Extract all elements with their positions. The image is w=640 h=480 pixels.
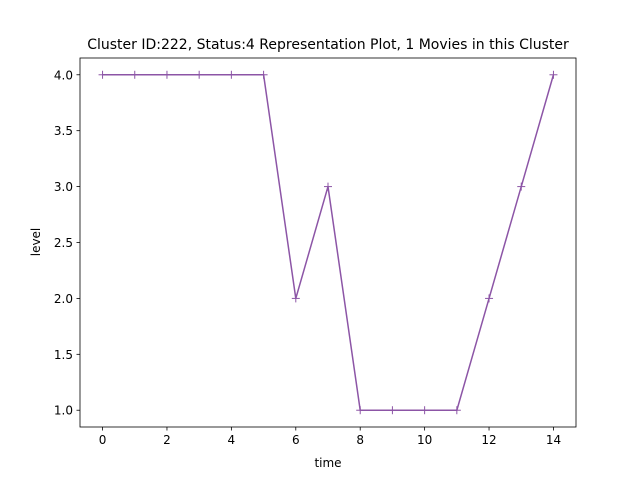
data-point [388,406,397,415]
data-point [549,70,558,79]
y-tick-label: 4.0 [54,68,73,82]
x-tick-label: 10 [417,433,432,447]
y-tick-label: 1.0 [54,404,73,418]
data-point [291,294,300,303]
chart-title: Cluster ID:222, Status:4 Representation … [87,37,569,53]
data-point [98,70,107,79]
y-tick-label: 3.0 [54,180,73,194]
y-tick-label: 1.5 [54,348,73,362]
x-axis-ticks: 0 2 4 6 8 10 12 14 [99,427,561,447]
x-tick-label: 4 [228,433,236,447]
y-axis-ticks: 1.0 1.5 2.0 2.5 3.0 3.5 4.0 [54,68,80,418]
x-axis-label: time [314,456,341,470]
data-point [485,294,494,303]
x-tick-label: 2 [163,433,171,447]
data-point [259,70,268,79]
x-tick-label: 0 [99,433,107,447]
data-point [356,406,365,415]
y-axis-label: level [29,228,43,257]
y-tick-label: 3.5 [54,124,73,138]
y-tick-label: 2.0 [54,292,73,306]
plot-background [80,58,576,427]
x-tick-label: 14 [546,433,561,447]
y-tick-label: 2.5 [54,236,73,250]
data-point [420,406,429,415]
data-point [227,70,236,79]
data-point [517,182,526,191]
data-point [162,70,171,79]
x-tick-label: 8 [356,433,364,447]
data-point [324,182,332,191]
series-layer [98,70,558,415]
data-point [130,70,139,79]
x-tick-label: 6 [292,433,300,447]
x-tick-label: 12 [481,433,496,447]
plot-area: 0 2 4 6 8 10 12 14 1.0 1.5 2.0 2.5 3.0 3.5 4.0 [54,57,577,447]
plot-border [79,57,577,428]
data-point [452,406,461,415]
data-point [195,70,204,79]
